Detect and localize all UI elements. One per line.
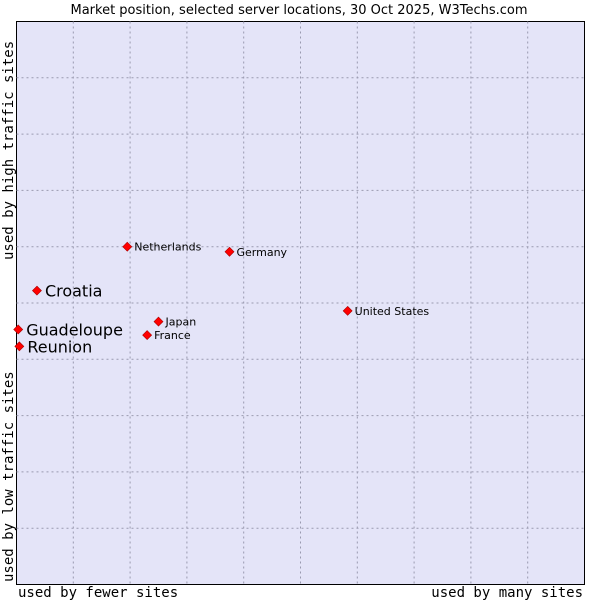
data-point-croatia (32, 285, 42, 296)
data-point-japan (153, 316, 164, 327)
data-label-guadeloupe: Guadeloupe (26, 320, 123, 339)
data-label-croatia: Croatia (45, 282, 103, 301)
data-points: Netherlands Germany Croatia United States Ja… (13, 241, 430, 356)
x-axis-label-right: used by many sites (431, 585, 583, 600)
y-axis-label-bottom: used by low traffic sites (1, 371, 17, 582)
data-point-france (142, 330, 153, 341)
data-label-reunion: Reunion (27, 337, 92, 356)
data-label-japan: Japan (165, 316, 197, 329)
data-label-germany: Germany (237, 246, 288, 259)
data-label-netherlands: Netherlands (134, 241, 201, 254)
data-label-france: France (154, 329, 191, 342)
data-point-netherlands (122, 241, 133, 252)
data-point-guadeloupe (13, 324, 24, 335)
data-point-reunion (14, 341, 25, 352)
data-point-united-states (342, 305, 353, 316)
chart-title: Market position, selected server locatio… (70, 3, 527, 18)
grid-lines (16, 21, 585, 585)
data-label-united-states: United States (355, 305, 430, 318)
data-point-germany (224, 246, 235, 257)
x-axis-label-left: used by fewer sites (18, 585, 178, 600)
y-axis-label-top: used by high traffic sites (1, 41, 17, 260)
